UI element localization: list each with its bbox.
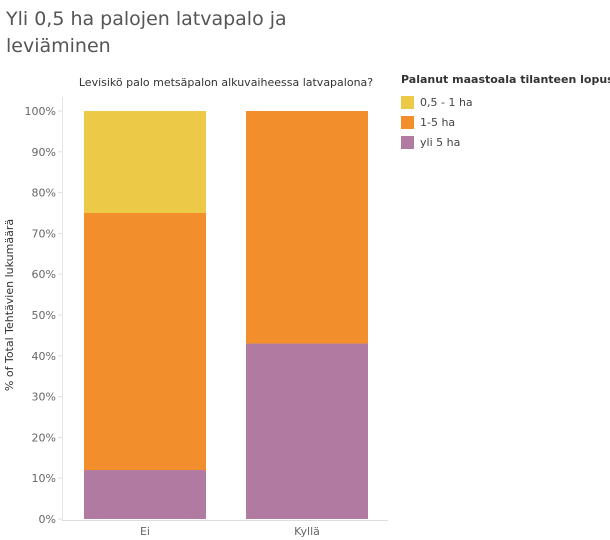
y-tick-label: 10%	[32, 472, 56, 485]
y-tick-label: 20%	[32, 431, 56, 444]
y-tick-label: 70%	[32, 227, 56, 240]
legend-label: 1-5 ha	[420, 115, 456, 129]
legend-label: 0,5 - 1 ha	[420, 95, 473, 109]
legend-swatch	[401, 115, 414, 129]
bar-segment[interactable]	[84, 470, 206, 519]
y-tick-label: 40%	[32, 350, 56, 363]
legend-swatch	[401, 135, 414, 149]
y-tick-label: 0%	[39, 513, 56, 526]
legend-title: Palanut maastoala tilanteen lopussa	[401, 73, 610, 86]
legend: Palanut maastoala tilanteen lopussa 0,5 …	[401, 73, 610, 152]
page-title: Yli 0,5 ha palojen latvapalo ja leviämin…	[6, 8, 287, 57]
legend-item[interactable]: 1-5 ha	[401, 112, 610, 132]
y-axis-title: % of Total Tehtävien lukumäärä	[3, 219, 16, 391]
x-tick-label: Ei	[140, 525, 150, 538]
bar-segment[interactable]	[84, 213, 206, 471]
bar-segment[interactable]	[246, 111, 368, 344]
y-tick-label: 80%	[32, 187, 56, 200]
y-tick-label: 50%	[32, 309, 56, 322]
x-tick-label: Kyllä	[294, 525, 320, 538]
legend-swatch	[401, 95, 414, 109]
x-axis: Ei Kyllä	[62, 520, 388, 538]
y-tick-label: 60%	[32, 268, 56, 281]
bar-segment[interactable]	[246, 343, 368, 519]
legend-label: yli 5 ha	[420, 135, 461, 149]
legend-items: 0,5 - 1 ha 1-5 ha yli 5 ha	[401, 92, 610, 152]
y-tick-label: 100%	[25, 105, 56, 118]
y-axis: 0% 10% 20% 30% 40% 50% 60% 70% 80% 90% 100%	[25, 97, 63, 526]
legend-item[interactable]: 0,5 - 1 ha	[401, 92, 610, 112]
y-tick-label: 30%	[32, 391, 56, 404]
plot-area	[84, 111, 368, 519]
legend-item[interactable]: yli 5 ha	[401, 132, 610, 152]
x-axis-title: Levisikö palo metsäpalon alkuvaiheessa l…	[79, 76, 373, 89]
bar-segment[interactable]	[84, 111, 206, 213]
y-tick-label: 90%	[32, 146, 56, 159]
